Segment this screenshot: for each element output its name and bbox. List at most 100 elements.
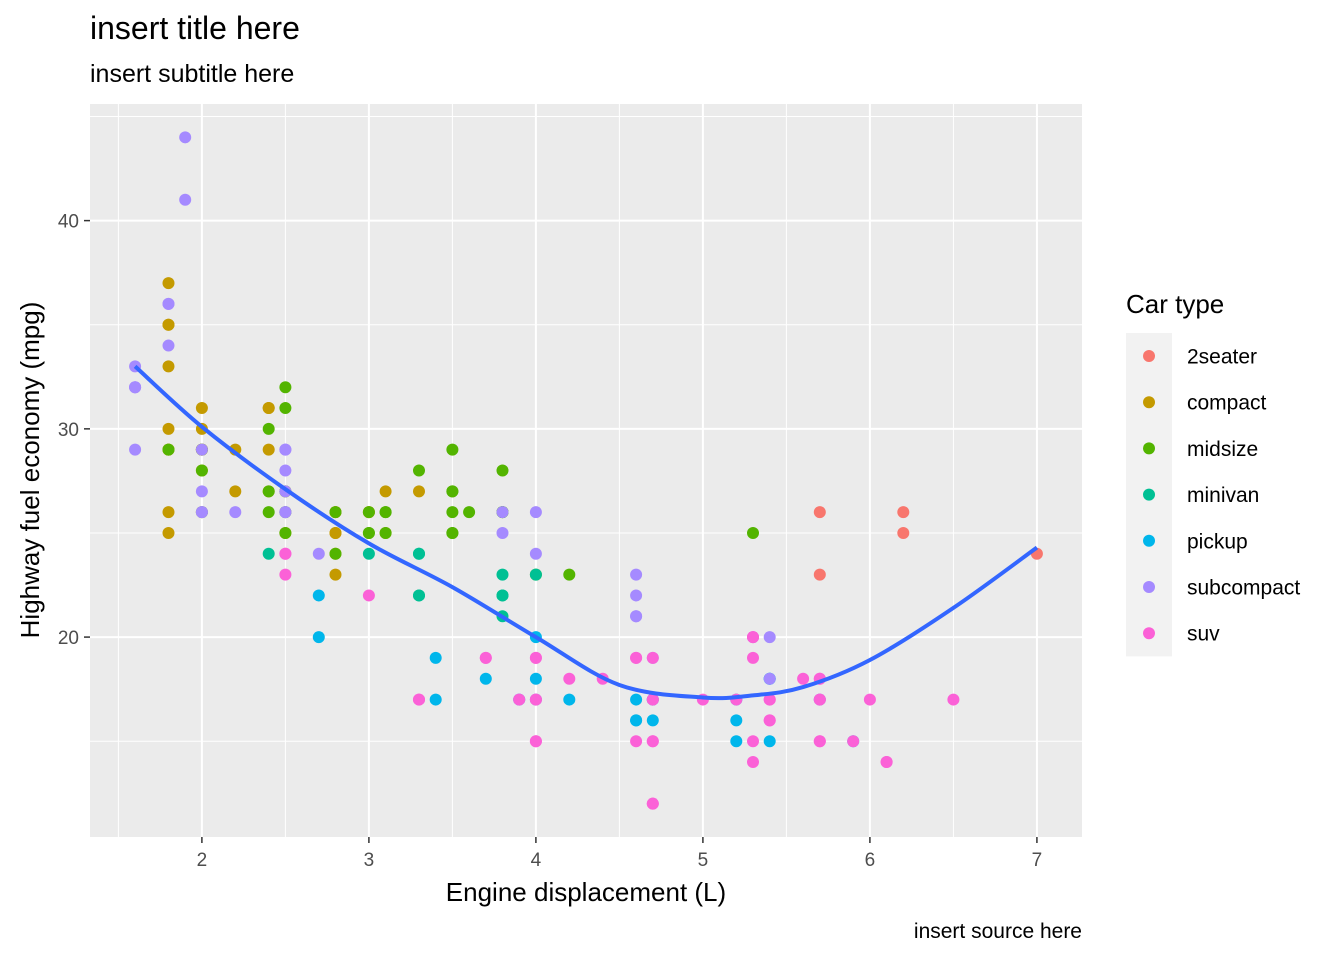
data-point-suv <box>630 735 643 748</box>
legend-key-2seater <box>1143 350 1155 362</box>
x-tick-label: 7 <box>1032 850 1043 871</box>
data-point-suv <box>279 568 292 581</box>
data-point-midsize <box>279 526 292 539</box>
data-point-suv <box>863 693 876 706</box>
chart-title: insert title here <box>90 10 300 46</box>
data-point-midsize <box>362 526 375 539</box>
legend-key-minivan <box>1143 488 1155 501</box>
data-point-subcompact <box>496 506 509 519</box>
data-point-minivan <box>496 589 509 602</box>
y-tick-label: 40 <box>58 212 79 233</box>
data-point-suv <box>630 651 643 664</box>
data-point-subcompact <box>162 297 175 310</box>
data-points <box>129 131 1043 810</box>
data-point-suv <box>362 589 375 602</box>
data-point-midsize <box>463 506 476 519</box>
legend-label-suv: suv <box>1187 623 1220 646</box>
data-point-compact <box>379 485 392 498</box>
data-point-midsize <box>379 506 392 519</box>
data-point-compact <box>412 485 425 498</box>
data-point-midsize <box>279 402 292 415</box>
data-point-pickup <box>730 735 743 748</box>
data-point-subcompact <box>630 610 643 623</box>
legend-label-minivan: minivan <box>1187 484 1259 507</box>
data-point-compact <box>162 506 175 519</box>
data-point-suv <box>797 672 810 685</box>
data-point-midsize <box>195 464 208 477</box>
data-point-compact <box>262 402 275 415</box>
data-point-subcompact <box>195 443 208 456</box>
data-point-compact <box>162 360 175 373</box>
data-point-pickup <box>529 672 542 685</box>
legend-label-subcompact: subcompact <box>1187 577 1300 600</box>
data-point-pickup <box>763 735 776 748</box>
data-point-pickup <box>630 693 643 706</box>
data-point-subcompact <box>529 506 542 519</box>
data-point-suv <box>747 735 760 748</box>
data-point-subcompact <box>279 506 292 519</box>
data-point-suv <box>563 672 576 685</box>
legend-label-2seater: 2seater <box>1187 346 1257 369</box>
data-point-compact <box>329 568 342 581</box>
data-point-pickup <box>429 651 442 664</box>
data-point-pickup <box>646 714 659 727</box>
data-point-midsize <box>362 506 375 519</box>
data-point-midsize <box>379 526 392 539</box>
data-point-compact <box>195 402 208 415</box>
legend-key-compact <box>1143 396 1155 409</box>
data-point-suv <box>947 693 960 706</box>
data-point-compact <box>329 526 342 539</box>
data-point-subcompact <box>312 547 325 560</box>
legend-label-pickup: pickup <box>1187 530 1248 553</box>
data-point-compact <box>262 443 275 456</box>
minor-gridlines <box>90 104 1082 837</box>
data-point-suv <box>646 797 659 810</box>
y-tick-label: 20 <box>58 628 79 649</box>
data-point-minivan <box>412 547 425 560</box>
y-axis: 20 30 40 <box>58 212 90 649</box>
data-point-subcompact <box>195 506 208 519</box>
data-point-suv <box>646 735 659 748</box>
data-point-suv <box>646 693 659 706</box>
data-point-midsize <box>563 568 576 581</box>
data-point-suv <box>747 651 760 664</box>
data-point-suv <box>529 651 542 664</box>
chart-subtitle: insert subtitle here <box>90 60 295 88</box>
data-point-subcompact <box>630 568 643 581</box>
data-point-subcompact <box>529 547 542 560</box>
legend-title: Car type <box>1126 289 1224 319</box>
data-point-midsize <box>446 485 459 498</box>
legend: 2seater compact midsize minivan pickup subcom… <box>1126 333 1300 657</box>
data-point-2seater <box>897 526 910 539</box>
data-point-pickup <box>479 672 492 685</box>
x-tick-label: 5 <box>698 850 709 871</box>
data-point-midsize <box>262 422 275 435</box>
legend-key-suv <box>1143 627 1155 640</box>
x-axis-title: Engine displacement (L) <box>446 877 726 907</box>
data-point-suv <box>412 693 425 706</box>
data-point-suv <box>747 756 760 769</box>
data-point-suv <box>847 735 860 748</box>
x-tick-label: 2 <box>197 850 208 871</box>
data-point-subcompact <box>496 526 509 539</box>
data-point-compact <box>162 422 175 435</box>
data-point-midsize <box>446 506 459 519</box>
x-tick-label: 3 <box>364 850 375 871</box>
data-point-midsize <box>747 526 760 539</box>
data-point-midsize <box>279 381 292 394</box>
y-tick-label: 30 <box>58 420 79 441</box>
data-point-suv <box>529 735 542 748</box>
data-point-suv <box>747 631 760 644</box>
data-point-midsize <box>329 506 342 519</box>
data-point-compact <box>229 485 242 498</box>
data-point-minivan <box>496 568 509 581</box>
data-point-suv <box>763 693 776 706</box>
x-tick-label: 4 <box>531 850 542 871</box>
data-point-suv <box>279 547 292 560</box>
data-point-suv <box>813 693 826 706</box>
data-point-compact <box>162 318 175 331</box>
data-point-subcompact <box>763 672 776 685</box>
data-point-suv <box>763 714 776 727</box>
legend-key-midsize <box>1143 442 1155 455</box>
